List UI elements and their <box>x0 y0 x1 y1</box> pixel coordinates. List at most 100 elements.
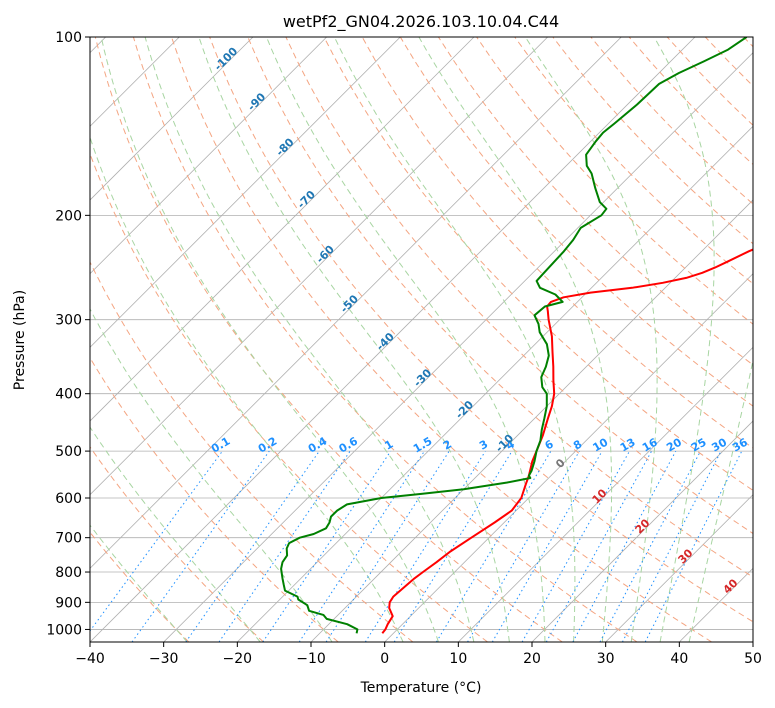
mixing-ratio-label: 8 <box>571 438 584 453</box>
isotherm-line <box>237 125 753 642</box>
x-tick-label: −20 <box>223 651 253 667</box>
x-axis-label: Temperature (°C) <box>360 680 482 696</box>
mixing-ratio-line <box>644 450 743 642</box>
mixing-ratio-label: 3 <box>477 438 490 453</box>
x-tick-label: 10 <box>449 651 467 667</box>
moist-adiabat <box>266 37 546 642</box>
moist-adiabat <box>653 37 715 642</box>
moist-adiabat <box>90 426 261 642</box>
dry-adiabat <box>704 37 753 87</box>
mixing-ratio-line <box>545 450 653 642</box>
dry-adiabat <box>90 531 190 642</box>
y-tick-label: 800 <box>55 565 82 581</box>
y-tick-label: 700 <box>55 531 82 547</box>
moist-adiabat <box>688 358 753 642</box>
moist-adiabat <box>90 135 404 642</box>
mixing-ratio-line <box>131 450 270 642</box>
isotherm-label: -80 <box>273 135 296 158</box>
moist-adiabat <box>90 524 188 642</box>
isotherm-label: -60 <box>314 242 337 265</box>
dry-adiabat <box>323 37 753 491</box>
y-tick-label: 500 <box>55 444 82 460</box>
y-axis-label: Pressure (hPa) <box>12 290 28 390</box>
x-tick-label: −10 <box>296 651 326 667</box>
isotherm-label: -90 <box>245 90 268 113</box>
isotherm-label: -100 <box>212 44 241 73</box>
moist-adiabat-label: 10 <box>590 486 610 506</box>
plot-area: 0.1 0.2 0.4 0.6 1 1.5 2 3 4 6 8 10 13 16 20 25 30 36-100-… <box>90 37 753 642</box>
mixing-ratio-label: 0.4 <box>306 434 330 455</box>
x-tick-label: −40 <box>75 651 105 667</box>
isotherm-line <box>90 37 254 201</box>
y-tick-label: 400 <box>55 387 82 403</box>
mixing-ratio-label: 20 <box>664 435 684 454</box>
y-tick-label: 900 <box>55 595 82 611</box>
dry-adiabat <box>514 37 753 285</box>
moist-adiabat-label: 40 <box>721 576 741 596</box>
isotherm-line <box>90 37 622 569</box>
isotherm-line <box>384 273 753 642</box>
plot-frame <box>89 36 754 643</box>
dry-adiabat <box>90 152 488 642</box>
isotherm-line <box>90 37 548 496</box>
moist-adiabat <box>524 37 658 642</box>
isotherm-line <box>531 420 753 642</box>
y-tick-label: 600 <box>55 491 82 507</box>
chart-title: wetPf2_GN04.2026.103.10.04.C44 <box>283 12 559 32</box>
mixing-ratio-label: 1.5 <box>411 435 434 456</box>
isotherm-line <box>90 37 475 422</box>
isotherm-label: -10 <box>493 432 516 455</box>
dry-adiabat <box>285 37 753 535</box>
dry-adiabat <box>743 37 753 48</box>
isotherm-line <box>90 37 401 348</box>
mixing-ratio-line <box>298 450 425 642</box>
isotherm-line <box>605 494 753 642</box>
temperature-profile-line <box>381 248 753 634</box>
x-tick-label: −30 <box>149 651 179 667</box>
mixing-ratio-label: 6 <box>543 437 556 452</box>
mixing-ratio-line <box>435 450 552 642</box>
mixing-ratio-line <box>90 450 223 632</box>
mixing-ratio-line <box>325 450 450 642</box>
dry-adiabat <box>209 37 753 623</box>
mixing-ratio-line <box>185 450 320 642</box>
mixing-ratio-label: 0.6 <box>337 434 361 455</box>
mixing-ratio-label: 0.1 <box>209 435 232 456</box>
y-tick-label: 300 <box>55 313 82 329</box>
mixing-ratio-line <box>364 450 486 642</box>
isotherm-line <box>90 37 327 275</box>
mixing-ratio-line <box>393 450 513 642</box>
dry-adiabat <box>476 37 753 325</box>
y-tick-label: 100 <box>55 30 82 46</box>
mixing-ratio-label: 16 <box>640 435 660 454</box>
y-tick-label: 1000 <box>46 622 82 638</box>
axes: −40 −30 −20 −10 0 10 20 30 40 5010020030040050060… <box>46 30 762 667</box>
moist-adiabat <box>100 37 439 642</box>
dry-adiabat <box>94 37 563 642</box>
dry-adiabat <box>552 37 753 245</box>
moist-adiabat-label: 30 <box>676 546 696 566</box>
isotherm-label: -20 <box>453 398 476 421</box>
isotherm-label: -30 <box>411 366 434 389</box>
mixing-ratio-line <box>521 450 630 642</box>
dry-adiabat <box>90 446 264 642</box>
mixing-ratio-label: 10 <box>591 435 611 454</box>
mixing-ratio-line <box>218 450 351 642</box>
moist-adiabat-label: 20 <box>633 516 653 536</box>
x-tick-label: 50 <box>744 651 762 667</box>
mixing-ratio-line <box>491 450 603 642</box>
dry-adiabat <box>132 37 638 642</box>
moist-adiabat <box>418 37 613 642</box>
dewpoint-profile-line <box>280 37 748 634</box>
dry-adiabat <box>437 37 753 366</box>
dry-adiabat <box>171 37 712 642</box>
moist-adiabat <box>144 37 475 642</box>
isotherm-label: -70 <box>295 188 318 211</box>
mixing-ratio-line <box>572 450 677 642</box>
isotherm-label: -50 <box>338 292 361 315</box>
moist-adiabat <box>333 37 576 642</box>
isotherm-line <box>90 37 696 642</box>
dry-adiabat <box>90 260 414 642</box>
mixing-ratio-label: 2 <box>441 438 454 453</box>
